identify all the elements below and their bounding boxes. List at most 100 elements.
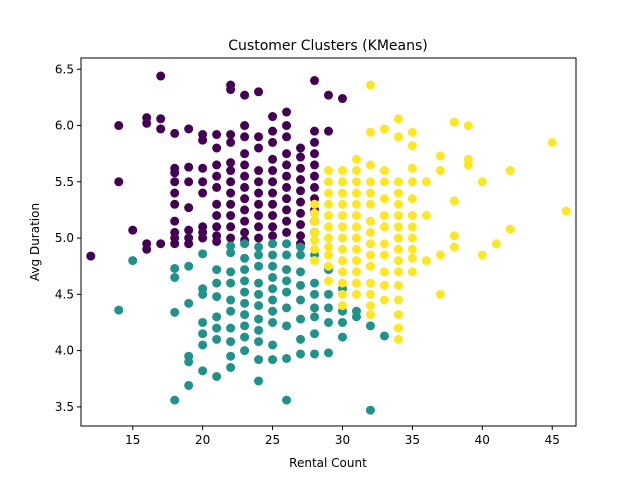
data-point <box>268 211 278 221</box>
data-point <box>351 188 361 198</box>
data-point <box>365 227 375 237</box>
data-point <box>198 163 208 173</box>
data-point <box>240 287 250 297</box>
data-point <box>212 312 222 322</box>
data-point <box>254 314 264 324</box>
data-point <box>477 177 487 187</box>
data-point <box>379 222 389 232</box>
data-point <box>365 216 375 226</box>
data-point <box>268 340 278 350</box>
data-point <box>365 278 375 288</box>
data-point <box>337 278 347 288</box>
data-point <box>198 317 208 327</box>
data-point <box>337 317 347 327</box>
data-point <box>310 312 320 322</box>
data-point <box>393 211 403 221</box>
data-point <box>226 222 236 232</box>
data-point <box>254 132 264 142</box>
data-point <box>407 244 417 254</box>
data-point <box>282 149 292 159</box>
y-tick-label: 4.5 <box>55 287 74 301</box>
data-point <box>351 278 361 288</box>
data-point <box>296 334 306 344</box>
data-point <box>296 267 306 277</box>
data-point <box>282 395 292 405</box>
data-point <box>226 130 236 140</box>
data-point <box>310 149 320 159</box>
data-point <box>240 149 250 159</box>
data-point <box>296 163 306 173</box>
data-point <box>268 126 278 136</box>
x-tick-label: 45 <box>545 433 560 447</box>
data-point <box>310 349 320 359</box>
data-point <box>240 216 250 226</box>
data-point <box>226 278 236 288</box>
data-point <box>240 171 250 181</box>
data-point <box>240 194 250 204</box>
data-point <box>240 182 250 192</box>
data-point <box>226 137 236 147</box>
data-point <box>435 250 445 260</box>
data-point <box>296 242 306 252</box>
data-point <box>310 278 320 288</box>
data-point <box>379 267 389 277</box>
x-tick-label: 25 <box>265 433 280 447</box>
data-point <box>310 199 320 209</box>
data-point <box>449 231 459 241</box>
data-point <box>170 188 180 198</box>
data-point <box>254 261 264 271</box>
data-point <box>254 143 264 153</box>
data-point <box>324 317 333 327</box>
data-point <box>156 124 166 134</box>
data-point <box>226 166 236 176</box>
data-point <box>324 90 333 100</box>
data-point <box>393 233 403 243</box>
data-point <box>337 199 347 209</box>
data-point <box>170 199 180 209</box>
data-point <box>254 376 264 386</box>
data-point <box>282 321 292 331</box>
data-point <box>184 162 194 172</box>
data-point <box>212 171 222 181</box>
chart-title: Customer Clusters (KMeans) <box>228 38 427 54</box>
data-point <box>226 158 236 168</box>
data-point <box>268 272 278 282</box>
data-point <box>365 250 375 260</box>
data-point <box>282 171 292 181</box>
data-point <box>337 289 347 299</box>
data-point <box>351 244 361 254</box>
data-point <box>337 244 347 254</box>
data-point <box>324 250 333 260</box>
data-point <box>337 166 347 176</box>
data-point <box>170 395 180 405</box>
data-point <box>407 222 417 232</box>
data-point <box>282 276 292 286</box>
x-tick-label: 30 <box>335 433 350 447</box>
data-point <box>393 114 403 124</box>
data-point <box>268 306 278 316</box>
data-point <box>296 208 306 218</box>
y-axis: 3.5 4.0 4.5 5.0 5.5 6.0 6.5 <box>55 62 81 414</box>
data-point <box>282 303 292 313</box>
data-point <box>351 233 361 243</box>
data-point <box>198 289 208 299</box>
data-point <box>212 371 222 381</box>
data-point <box>282 287 292 297</box>
data-point <box>254 250 264 260</box>
data-point <box>268 295 278 305</box>
data-point <box>240 276 250 286</box>
data-point <box>198 366 208 376</box>
data-point <box>198 188 208 198</box>
data-point <box>226 241 236 251</box>
data-point <box>296 197 306 207</box>
data-point <box>435 289 445 299</box>
data-point <box>114 177 124 187</box>
data-point <box>337 301 347 311</box>
y-tick-label: 6.5 <box>55 62 74 76</box>
data-point <box>310 76 320 86</box>
data-point <box>226 177 236 187</box>
data-point <box>379 331 389 341</box>
data-point <box>212 334 222 344</box>
data-point <box>212 199 222 209</box>
